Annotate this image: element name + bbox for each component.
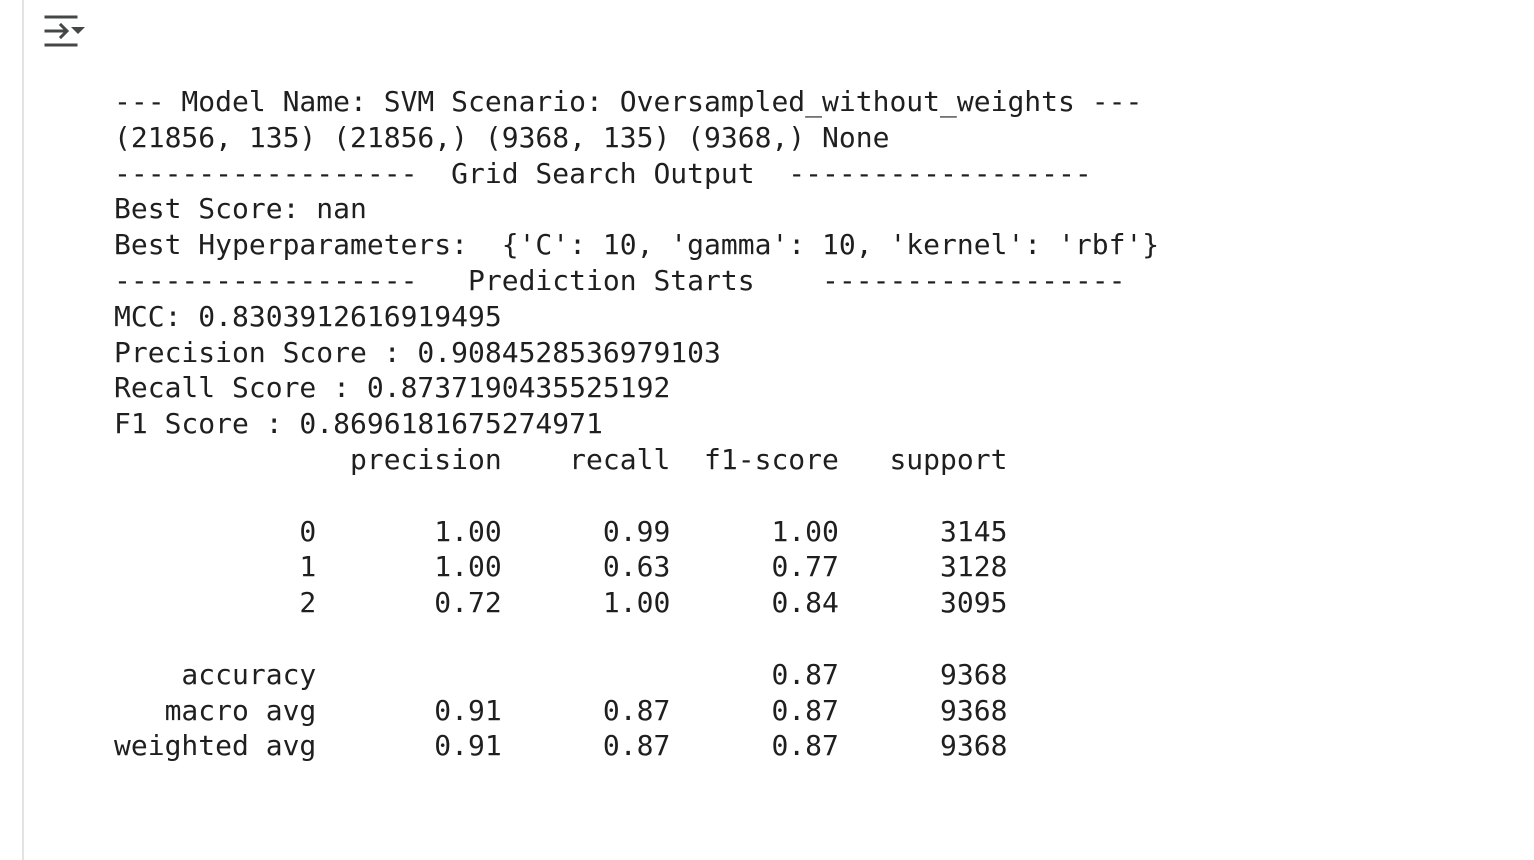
output-line: (21856, 135) (21856,) (9368, 135) (9368,…	[114, 120, 890, 154]
output-line: Best Hyperparameters: {'C': 10, 'gamma':…	[114, 228, 1160, 262]
output-line	[114, 478, 1159, 514]
output-line: MCC: 0.8303912616919495	[114, 299, 502, 333]
output-line: 1 1.00 0.63 0.77 3128	[114, 550, 1008, 584]
output-line: macro avg 0.91 0.87 0.87 9368	[114, 693, 1008, 727]
output-line: precision recall f1-score support	[114, 442, 1008, 476]
output-line	[114, 621, 1159, 657]
output-line: Best Score: nan	[114, 192, 367, 226]
output-text-block: --- Model Name: SVM Scenario: Oversample…	[114, 84, 1159, 764]
output-line: 0 1.00 0.99 1.00 3145	[114, 514, 1008, 548]
output-line: ------------------ Prediction Starts ---…	[114, 263, 1126, 297]
cell-left-border	[22, 0, 24, 860]
output-line: accuracy 0.87 9368	[114, 657, 1008, 691]
output-line: Recall Score : 0.8737190435525192	[114, 371, 671, 405]
output-line: --- Model Name: SVM Scenario: Oversample…	[114, 85, 1143, 118]
output-line: Precision Score : 0.9084528536979103	[114, 335, 721, 369]
output-line: ------------------ Grid Search Output --…	[114, 156, 1092, 190]
output-line: 2 0.72 1.00 0.84 3095	[114, 586, 1008, 620]
output-line: weighted avg 0.91 0.87 0.87 9368	[114, 729, 1008, 763]
output-collapse-icon[interactable]	[40, 10, 92, 54]
output-line: F1 Score : 0.8696181675274971	[114, 407, 603, 441]
